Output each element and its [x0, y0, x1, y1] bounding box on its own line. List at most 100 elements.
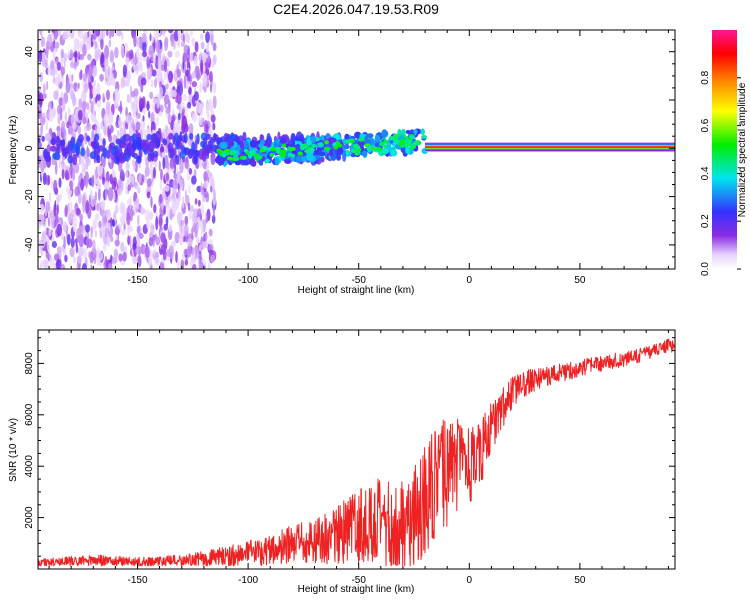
noise-blob	[132, 103, 138, 114]
noise-blob	[46, 237, 50, 252]
noise-blob	[91, 130, 94, 140]
spectrogram-ticks: -150 -100 -50 0 50 -40 -20 0 20 40	[24, 30, 675, 286]
noise-blob	[90, 189, 93, 203]
noise-blob	[171, 240, 177, 248]
y-tick-label: 2000	[24, 506, 35, 529]
noise-blob	[164, 124, 169, 138]
noise-blob	[191, 254, 194, 264]
noise-blob	[95, 177, 101, 185]
track-peak	[382, 144, 388, 149]
noise-blob	[186, 33, 190, 44]
noise-blob	[170, 38, 175, 47]
noise-blob	[203, 171, 208, 182]
noise-blob	[169, 87, 174, 99]
noise-blob	[168, 245, 174, 260]
colorbar-ticks: 0.0 0.2 0.4 0.6 0.8	[700, 70, 741, 276]
noise-blob	[38, 214, 44, 226]
x-tick-label: -50	[351, 275, 366, 286]
noise-blob	[51, 68, 56, 77]
noise-blob	[199, 82, 202, 94]
noise-blob	[183, 223, 189, 237]
carrier-line	[425, 146, 675, 148]
track-peak	[350, 148, 357, 153]
y-tick-label: 6000	[24, 403, 35, 426]
track-blob	[249, 140, 258, 148]
noise-band-blob	[189, 132, 194, 140]
noise-blob	[212, 205, 215, 218]
noise-blob	[39, 263, 42, 269]
noise-blob	[212, 81, 217, 94]
noise-blob	[48, 228, 52, 237]
noise-blob	[92, 65, 98, 76]
noise-blob	[45, 40, 50, 52]
noise-blob	[176, 80, 182, 87]
noise-blob	[90, 264, 93, 269]
track-peak	[405, 139, 413, 144]
noise-blob	[154, 256, 160, 266]
noise-blob	[113, 191, 116, 202]
noise-blob	[165, 199, 170, 209]
noise-blob	[210, 254, 215, 264]
noise-blob	[171, 201, 176, 214]
noise-band-blob	[44, 154, 52, 163]
noise-band-blob	[147, 153, 152, 162]
noise-blob	[47, 216, 51, 227]
noise-blob	[53, 90, 59, 100]
noise-band-blob	[209, 136, 214, 149]
track-blob	[405, 146, 411, 154]
noise-blob	[117, 129, 120, 138]
noise-blob	[98, 220, 102, 229]
noise-blob	[178, 60, 181, 68]
noise-blob	[90, 199, 96, 208]
track-peak	[270, 146, 277, 151]
noise-blob	[82, 247, 88, 259]
track-blob	[305, 153, 314, 161]
noise-blob	[167, 114, 172, 123]
noise-blob	[181, 196, 185, 209]
noise-blob	[60, 232, 65, 241]
noise-blob	[162, 157, 166, 170]
noise-blob	[132, 159, 135, 167]
noise-blob	[147, 66, 153, 80]
noise-blob	[106, 89, 110, 101]
track-blob	[274, 157, 280, 166]
colorbar-tick-label: 0.2	[700, 214, 711, 228]
noise-band-blob	[141, 139, 147, 148]
noise-blob	[91, 175, 95, 188]
noise-blob	[163, 37, 169, 51]
colorbar-tick-label: 0.0	[700, 262, 711, 276]
noise-blob	[114, 190, 118, 198]
noise-blob	[183, 75, 186, 89]
noise-blob	[186, 73, 191, 82]
noise-blob	[207, 50, 210, 64]
noise-blob	[121, 31, 124, 41]
noise-blob	[177, 258, 180, 269]
noise-blob	[118, 116, 121, 129]
noise-band-blob	[162, 138, 167, 146]
noise-blob	[196, 216, 201, 225]
noise-band-blob	[126, 150, 132, 157]
noise-band-blob	[160, 146, 165, 153]
noise-blob	[140, 62, 143, 72]
noise-blob	[57, 61, 62, 71]
noise-blob	[188, 184, 191, 195]
noise-blob	[40, 159, 45, 173]
noise-blob	[193, 169, 197, 178]
noise-blob	[165, 107, 171, 114]
noise-band-blob	[242, 131, 247, 142]
noise-blob	[198, 244, 202, 252]
noise-blob	[192, 223, 198, 232]
noise-blob	[72, 168, 76, 181]
noise-band-blob	[148, 140, 155, 153]
noise-blob	[94, 79, 97, 86]
noise-band-blob	[94, 133, 100, 142]
noise-blob	[159, 176, 163, 191]
noise-blob	[41, 231, 47, 244]
noise-blob	[184, 156, 189, 170]
noise-blob	[198, 116, 203, 126]
noise-blob	[152, 236, 155, 248]
noise-blob	[212, 95, 217, 109]
noise-band-blob	[156, 139, 161, 148]
track-blob	[318, 151, 326, 157]
x-tick-label: -150	[127, 275, 147, 286]
